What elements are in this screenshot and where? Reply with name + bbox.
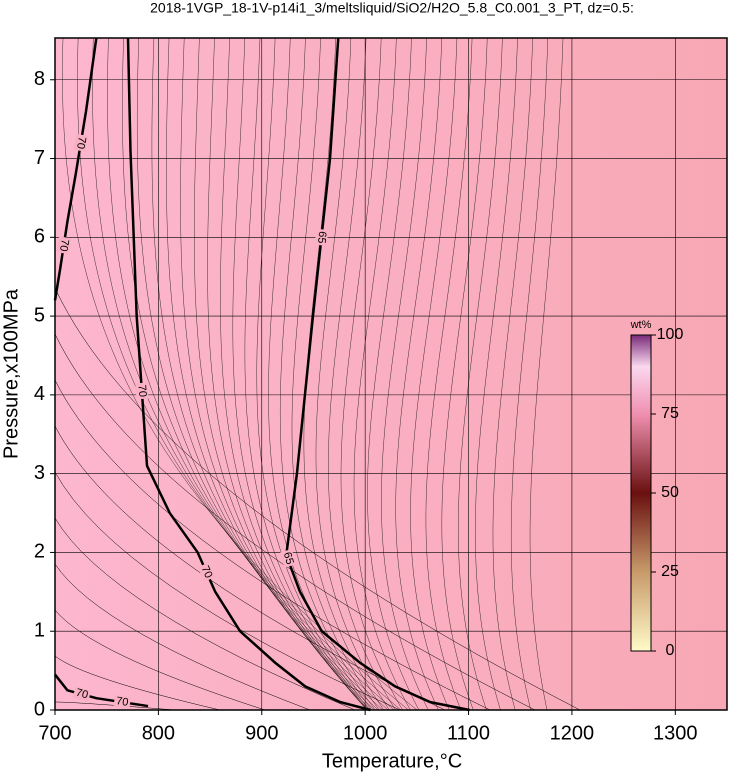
minor-contour bbox=[54, 701, 176, 711]
contour-label-bg bbox=[73, 133, 89, 152]
y-tick-label: 1 bbox=[34, 620, 45, 642]
x-tick-label: 1100 bbox=[447, 722, 490, 744]
x-tick-label: 1200 bbox=[550, 722, 595, 744]
minor-contour bbox=[315, 37, 390, 711]
y-tick-label: 4 bbox=[34, 383, 45, 405]
minor-contour bbox=[54, 655, 221, 711]
contour-label-bg bbox=[314, 228, 329, 246]
y-tick-label: 5 bbox=[34, 304, 45, 326]
contour-label-bg bbox=[56, 236, 71, 255]
contour-label: 70 bbox=[136, 384, 149, 397]
contour-label-bg bbox=[72, 686, 92, 703]
contour-label: 70 bbox=[74, 687, 89, 702]
minor-contour bbox=[54, 333, 536, 711]
colorbar bbox=[630, 334, 652, 652]
colorbar-label: wt% bbox=[630, 319, 652, 331]
y-axis-label: Pressure,x100MPa bbox=[0, 288, 22, 459]
chart-title: 2018-1VGP_18-1V-p14i1_3/meltsliquid/SiO2… bbox=[150, 0, 634, 16]
minor-contour bbox=[279, 37, 376, 711]
minor-contour bbox=[54, 563, 311, 711]
colorbar-tick-label: 25 bbox=[661, 563, 679, 580]
y-tick-label: 8 bbox=[34, 68, 45, 90]
y-tick-label: 2 bbox=[34, 541, 45, 563]
minor-contour bbox=[232, 37, 368, 711]
x-tick-label: 1300 bbox=[653, 722, 698, 744]
contour-label: 65 bbox=[315, 231, 328, 244]
minor-contour bbox=[54, 609, 266, 711]
y-tick-label: 6 bbox=[34, 226, 45, 248]
colorbar-tick-label: 0 bbox=[666, 642, 675, 659]
minor-contour bbox=[180, 37, 372, 711]
y-tick-label: 7 bbox=[34, 147, 45, 169]
contour-label-bg bbox=[197, 562, 216, 582]
minor-contour bbox=[54, 379, 491, 711]
colorbar-tick-label: 75 bbox=[661, 405, 679, 422]
minor-contour bbox=[54, 517, 356, 711]
contour-label-bg bbox=[113, 694, 132, 710]
plot-frame bbox=[54, 37, 728, 711]
colorbar-tick-label: 100 bbox=[657, 326, 684, 343]
minor-contour bbox=[220, 37, 368, 711]
plot-layer: 70 70 65 65 70 70 70 70 bbox=[53, 37, 727, 712]
contour-label-bg bbox=[135, 382, 149, 400]
x-tick-label: 1000 bbox=[343, 722, 388, 744]
contour-label: 65 bbox=[281, 551, 296, 566]
contour-label: 70 bbox=[57, 238, 71, 252]
minor-contour bbox=[256, 37, 370, 711]
x-axis-label: Temperature,°C bbox=[322, 750, 462, 772]
minor-contour bbox=[194, 37, 370, 711]
colorbar-tick-label: 50 bbox=[661, 484, 679, 501]
minor-contour bbox=[244, 37, 369, 711]
minor-contour bbox=[54, 287, 581, 711]
minor-contours bbox=[54, 37, 581, 711]
contour-label: 70 bbox=[74, 136, 88, 150]
minor-contour bbox=[207, 37, 368, 711]
minor-contour bbox=[54, 425, 446, 711]
major-contour bbox=[53, 37, 98, 301]
y-tick-label: 3 bbox=[34, 462, 45, 484]
contour-label-bg bbox=[280, 549, 296, 568]
y-tick-label: 0 bbox=[34, 698, 45, 720]
x-tick-label: 900 bbox=[245, 722, 278, 744]
x-tick-label: 700 bbox=[38, 722, 71, 744]
major-contour bbox=[285, 37, 470, 712]
minor-contour bbox=[54, 471, 401, 711]
x-tick-label: 800 bbox=[142, 722, 175, 744]
contour-label: 70 bbox=[115, 695, 129, 709]
minor-contour bbox=[291, 37, 380, 711]
contour-label: 70 bbox=[199, 564, 215, 580]
